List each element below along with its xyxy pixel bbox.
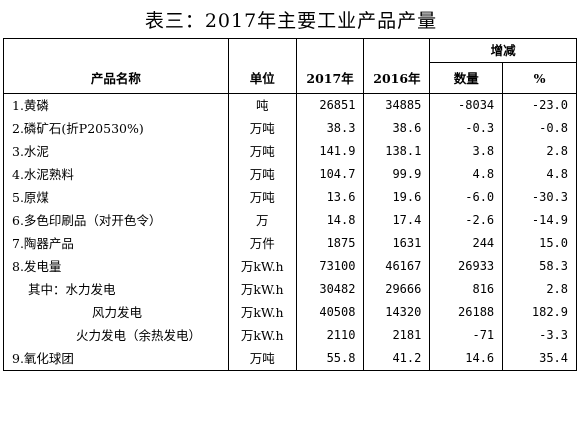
row-name: 其中：水力发电: [3, 278, 229, 301]
row-unit: 万kW.h: [227, 255, 297, 278]
row-name: 4.水泥熟料: [3, 163, 229, 186]
row-value-2016: 34885: [363, 93, 431, 117]
row-value-2017: 104.7: [295, 163, 365, 186]
row-change-percent: 35.4: [502, 347, 577, 371]
row-value-2017: 40508: [295, 301, 365, 324]
row-unit: 万吨: [227, 163, 297, 186]
row-value-2016: 46167: [363, 255, 431, 278]
row-change-percent: -3.3: [502, 324, 577, 347]
table-row: 2.磷矿石(折P20530%) 万吨 38.3 38.6 -0.3 -0.8: [3, 117, 577, 140]
header-unit: 单位: [227, 38, 297, 94]
row-value-2017: 26851: [295, 93, 365, 117]
row-change-amount: 4.8: [429, 163, 504, 186]
table-row: 8.发电量 万kW.h 73100 46167 26933 58.3: [3, 255, 577, 278]
row-change-percent: -14.9: [502, 209, 577, 232]
row-value-2017: 55.8: [295, 347, 365, 371]
row-change-amount: -6.0: [429, 186, 504, 209]
row-value-2016: 29666: [363, 278, 431, 301]
header-amount: 数量: [429, 62, 504, 94]
table-row: 5.原煤 万吨 13.6 19.6 -6.0 -30.3: [3, 186, 577, 209]
row-name: 9.氧化球团: [3, 347, 229, 371]
row-change-amount: 26933: [429, 255, 504, 278]
row-value-2016: 2181: [363, 324, 431, 347]
row-value-2017: 1875: [295, 232, 365, 255]
table-row: 火力发电（余热发电） 万kW.h 2110 2181 -71 -3.3: [3, 324, 577, 347]
row-value-2016: 41.2: [363, 347, 431, 371]
row-change-percent: 15.0: [502, 232, 577, 255]
header-change: 增减: [429, 38, 577, 63]
table-row: 其中：水力发电 万kW.h 30482 29666 816 2.8: [3, 278, 577, 301]
row-change-percent: 58.3: [502, 255, 577, 278]
row-change-amount: 26188: [429, 301, 504, 324]
row-value-2017: 141.9: [295, 140, 365, 163]
row-unit: 万吨: [227, 347, 297, 371]
table-row: 1.黄磷吨 26851 34885 -8034 -23.0: [3, 93, 577, 117]
header-2017: 2017年: [295, 38, 365, 94]
production-table: 产品名称 单位 2017年 2016年 增减 数量 % 1.黄磷吨 26851 34…: [3, 38, 577, 371]
row-name: 8.发电量: [3, 255, 229, 278]
table-row: 6.多色印刷品（对开色令）万 14.8 17.4 -2.6 -14.9: [3, 209, 577, 232]
row-change-amount: 816: [429, 278, 504, 301]
row-change-percent: 4.8: [502, 163, 577, 186]
row-value-2016: 99.9: [363, 163, 431, 186]
row-value-2016: 38.6: [363, 117, 431, 140]
row-name: 5.原煤: [3, 186, 229, 209]
table-row: 4.水泥熟料 万吨 104.7 99.9 4.8 4.8: [3, 163, 577, 186]
row-change-percent: -30.3: [502, 186, 577, 209]
row-unit: 万吨: [227, 140, 297, 163]
row-value-2017: 38.3: [295, 117, 365, 140]
table-title: 表三：2017年主要工业产品产量: [144, 10, 438, 32]
row-unit: 万吨: [227, 117, 297, 140]
row-value-2016: 138.1: [363, 140, 431, 163]
row-unit: 吨: [227, 93, 297, 117]
row-name: 3.水泥: [3, 140, 229, 163]
row-change-percent: -23.0: [502, 93, 577, 117]
table-row: 3.水泥 万吨 141.9 138.1 3.8 2.8: [3, 140, 577, 163]
row-value-2016: 1631: [363, 232, 431, 255]
row-unit: 万: [227, 209, 297, 232]
header-name: 产品名称: [3, 38, 229, 94]
row-change-amount: 3.8: [429, 140, 504, 163]
row-name: 7.陶器产品: [3, 232, 229, 255]
row-change-percent: 182.9: [502, 301, 577, 324]
row-unit: 万件: [227, 232, 297, 255]
row-unit: 万kW.h: [227, 301, 297, 324]
table-row: 9.氧化球团 万吨 55.8 41.2 14.6 35.4: [3, 347, 577, 371]
table-row: 风力发电 万kW.h 40508 14320 26188 182.9: [3, 301, 577, 324]
row-value-2017: 2110: [295, 324, 365, 347]
row-change-amount: 244: [429, 232, 504, 255]
row-change-percent: -0.8: [502, 117, 577, 140]
table-row: 7.陶器产品 万件 1875 1631 244 15.0: [3, 232, 577, 255]
row-change-amount: -2.6: [429, 209, 504, 232]
row-value-2016: 19.6: [363, 186, 431, 209]
row-name: 风力发电: [3, 301, 229, 324]
row-change-amount: -0.3: [429, 117, 504, 140]
row-unit: 万kW.h: [227, 278, 297, 301]
row-change-percent: 2.8: [502, 278, 577, 301]
header-percent: %: [502, 62, 577, 94]
row-unit: 万吨: [227, 186, 297, 209]
row-change-amount: 14.6: [429, 347, 504, 371]
row-unit: 万kW.h: [227, 324, 297, 347]
row-name: 2.磷矿石(折P20530%): [3, 117, 229, 140]
row-change-amount: -8034: [429, 93, 504, 117]
row-value-2017: 30482: [295, 278, 365, 301]
row-value-2016: 14320: [363, 301, 431, 324]
row-value-2017: 14.8: [295, 209, 365, 232]
row-name: 6.多色印刷品（对开色令）: [3, 209, 229, 232]
row-value-2017: 73100: [295, 255, 365, 278]
row-name: 火力发电（余热发电）: [3, 324, 229, 347]
row-change-amount: -71: [429, 324, 504, 347]
header-2016: 2016年: [363, 38, 431, 94]
row-value-2016: 17.4: [363, 209, 431, 232]
row-change-percent: 2.8: [502, 140, 577, 163]
row-value-2017: 13.6: [295, 186, 365, 209]
row-name: 1.黄磷: [3, 93, 229, 117]
